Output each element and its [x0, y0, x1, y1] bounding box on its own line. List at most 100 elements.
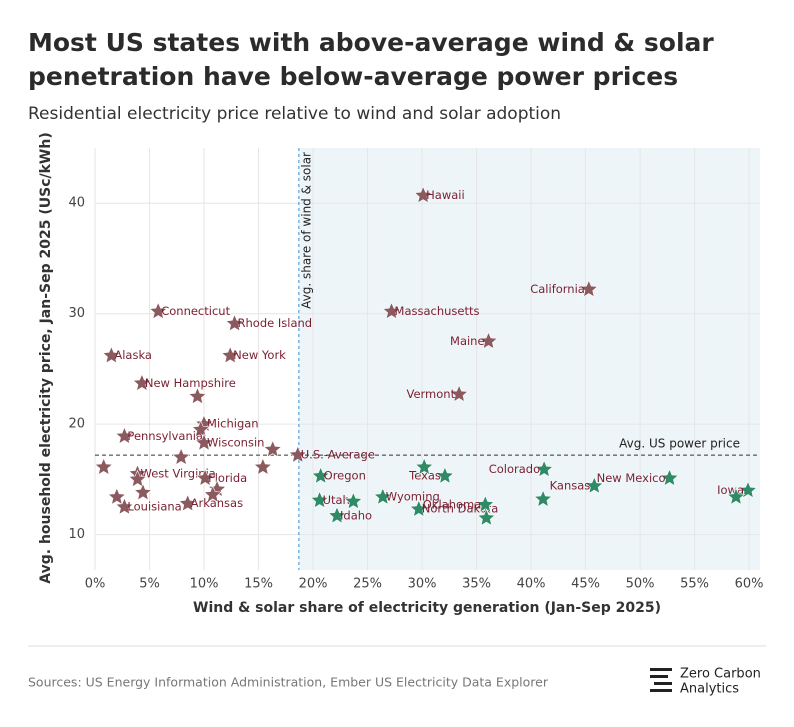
y-tick-label: 30 [68, 306, 85, 321]
subtitle: Residential electricity price relative t… [28, 104, 561, 124]
x-tick-label: 20% [299, 577, 328, 592]
point [344, 491, 363, 510]
point [133, 482, 153, 501]
point-label: Alaska [114, 348, 152, 362]
point [579, 279, 599, 298]
point-label: Oregon [324, 469, 366, 483]
point [115, 426, 134, 445]
brand: Zero Carbon [680, 667, 761, 682]
x-tick-label: 15% [244, 577, 273, 592]
point [533, 489, 553, 508]
title-line: Most US states with above-average wind &… [28, 28, 714, 57]
point-label: Florida [208, 471, 247, 485]
point [220, 345, 240, 364]
y-tick-label: 40 [68, 196, 85, 211]
point-label: Texas [408, 469, 441, 483]
point [178, 493, 197, 512]
x-axis-label: Wind & solar share of electricity genera… [193, 600, 661, 616]
point [660, 468, 679, 487]
point [310, 490, 329, 509]
y-tick-label: 10 [68, 527, 85, 542]
point-label: Massachusetts [395, 304, 480, 318]
point [327, 506, 347, 524]
reference-label: Avg. US power price [619, 437, 740, 451]
point [738, 480, 758, 499]
x-tick-label: 30% [408, 577, 437, 592]
point-label: Pennsylvania [127, 429, 203, 443]
point-label: West Virginia [141, 466, 216, 480]
point [188, 386, 207, 405]
point [132, 373, 152, 392]
y-axis-label: Avg. household electricity price, Jan-Se… [38, 132, 54, 583]
point [382, 301, 401, 320]
point [191, 419, 211, 438]
point [409, 499, 429, 518]
point [584, 476, 604, 494]
point-label: New Hampshire [145, 376, 236, 390]
point [263, 439, 283, 458]
point [225, 313, 244, 332]
x-tick-label: 60% [735, 577, 764, 592]
point [171, 447, 191, 466]
shaded-region [298, 148, 760, 570]
point [435, 466, 455, 485]
point-label: Arkansas [191, 496, 243, 510]
brand: Analytics [680, 682, 739, 697]
point [203, 485, 223, 503]
y-tick-label: 20 [68, 417, 85, 432]
point-label: Vermont [406, 387, 455, 401]
x-tick-label: 10% [190, 577, 219, 592]
point [479, 331, 498, 350]
x-tick-label: 0% [85, 577, 106, 592]
reference-label: Avg. share of wind & solar [299, 152, 313, 309]
point-label: New York [233, 348, 286, 362]
point [94, 457, 114, 476]
point [253, 457, 273, 476]
point-label: Oklahoma [423, 497, 482, 511]
point [373, 487, 393, 506]
point [195, 468, 215, 487]
x-tick-label: 5% [139, 577, 160, 592]
point-label: Idaho [340, 508, 372, 522]
x-tick-label: 40% [517, 577, 546, 592]
x-tick-label: 35% [462, 577, 491, 592]
point-label: Louisiana [127, 500, 181, 514]
point [311, 466, 330, 485]
point [726, 487, 746, 506]
point [475, 495, 495, 513]
point [102, 345, 121, 364]
point-label: New Mexico [597, 471, 666, 485]
point-label: Michigan [207, 417, 259, 431]
point-label: Colorado [489, 462, 540, 476]
point [477, 508, 496, 527]
point-label: Utah [323, 493, 350, 507]
title-line: penetration have below-average power pri… [28, 62, 678, 91]
point-label: Kansas [550, 479, 591, 493]
point-label: U.S.-Average [301, 448, 375, 462]
point [414, 457, 434, 476]
point-label: Wyoming [386, 490, 440, 504]
point [288, 445, 308, 464]
point-label: North Dakota [422, 502, 499, 516]
point [115, 497, 134, 515]
point [194, 433, 214, 451]
logo-mark [650, 668, 672, 692]
x-tick-label: 55% [680, 577, 709, 592]
x-tick-label: 25% [353, 577, 382, 592]
point-label: Wisconsin [207, 435, 264, 449]
point [128, 469, 147, 488]
x-tick-label: 50% [626, 577, 655, 592]
point-label: Maine [450, 334, 485, 348]
point-label: Hawaii [426, 188, 465, 202]
point [148, 301, 168, 320]
x-tick-label: 45% [571, 577, 600, 592]
point [534, 459, 554, 478]
source: Sources: US Energy Information Administr… [28, 675, 549, 690]
point [449, 384, 469, 403]
point [107, 487, 127, 506]
point-label: Connecticut [161, 304, 230, 318]
point-label: California [530, 282, 585, 296]
point-label: Rhode Island [238, 316, 313, 330]
